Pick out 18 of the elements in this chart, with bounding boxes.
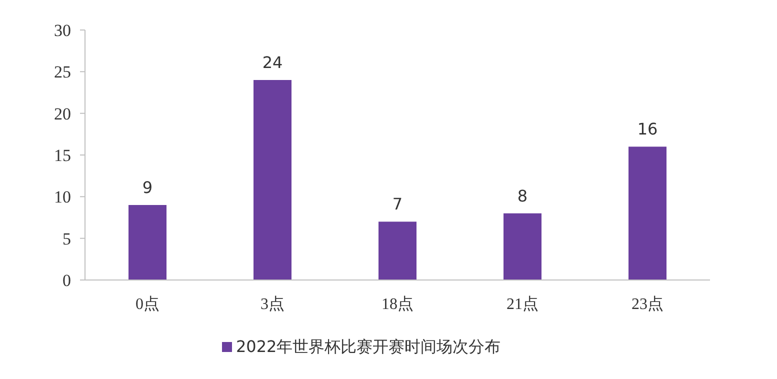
data-label: 9 — [142, 178, 153, 197]
y-tick-label: 30 — [54, 21, 71, 40]
y-tick-label: 10 — [54, 188, 71, 207]
y-tick-label: 25 — [54, 62, 71, 82]
y-tick-label: 15 — [54, 146, 71, 165]
y-tick-label: 5 — [62, 229, 71, 248]
x-tick-label: 21点 — [506, 295, 538, 313]
data-label: 7 — [392, 194, 403, 214]
data-label: 8 — [517, 186, 528, 206]
x-tick-label: 0点 — [136, 295, 160, 313]
y-tick-label: 0 — [62, 271, 71, 290]
x-tick-label: 18点 — [382, 295, 414, 313]
x-tick-label: 3点 — [260, 295, 284, 313]
x-tick-label: 23点 — [632, 295, 664, 313]
data-label: 24 — [262, 53, 283, 72]
legend-label: 2022年世界杯比赛开赛时间场次分布 — [236, 337, 501, 356]
y-tick-label: 20 — [54, 104, 71, 124]
data-label: 16 — [637, 120, 658, 139]
